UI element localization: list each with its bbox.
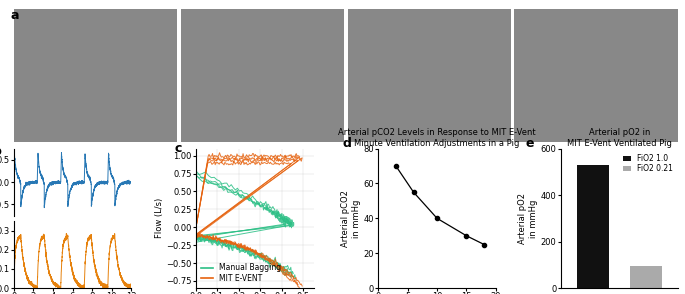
- Text: d: d: [343, 137, 352, 151]
- Text: b: b: [0, 145, 1, 158]
- Y-axis label: Arterial pCO2
in mmHg: Arterial pCO2 in mmHg: [341, 190, 361, 247]
- Bar: [630, 266, 662, 288]
- Text: c: c: [175, 142, 182, 155]
- Text: e: e: [525, 137, 534, 151]
- Title: Arterial pCO2 Levels in Response to MIT E-Vent
Minute Ventilation Adjustments in: Arterial pCO2 Levels in Response to MIT …: [338, 128, 536, 148]
- Text: a: a: [10, 9, 18, 22]
- Legend: FiO2 1.0, FiO2 0.21: FiO2 1.0, FiO2 0.21: [622, 152, 674, 175]
- Legend: Manual Bagging, MIT E-VENT: Manual Bagging, MIT E-VENT: [200, 262, 282, 284]
- Y-axis label: Arterial pO2
in mmHg: Arterial pO2 in mmHg: [519, 193, 538, 244]
- Title: Arterial pO2 in
MIT E-Vent Ventilated Pig: Arterial pO2 in MIT E-Vent Ventilated Pi…: [567, 128, 672, 148]
- Y-axis label: Flow (L/s): Flow (L/s): [155, 198, 164, 238]
- Bar: [577, 165, 609, 288]
